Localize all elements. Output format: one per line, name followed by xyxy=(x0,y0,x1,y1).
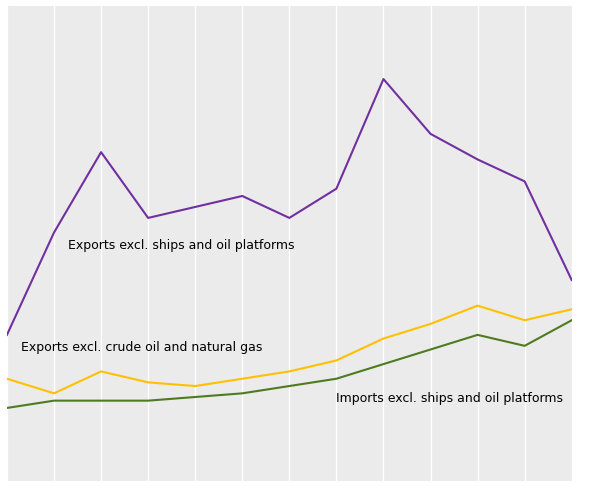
Text: Exports excl. ships and oil platforms: Exports excl. ships and oil platforms xyxy=(68,238,295,251)
Text: Imports excl. ships and oil platforms: Imports excl. ships and oil platforms xyxy=(336,391,563,405)
Text: Exports excl. crude oil and natural gas: Exports excl. crude oil and natural gas xyxy=(21,341,262,353)
